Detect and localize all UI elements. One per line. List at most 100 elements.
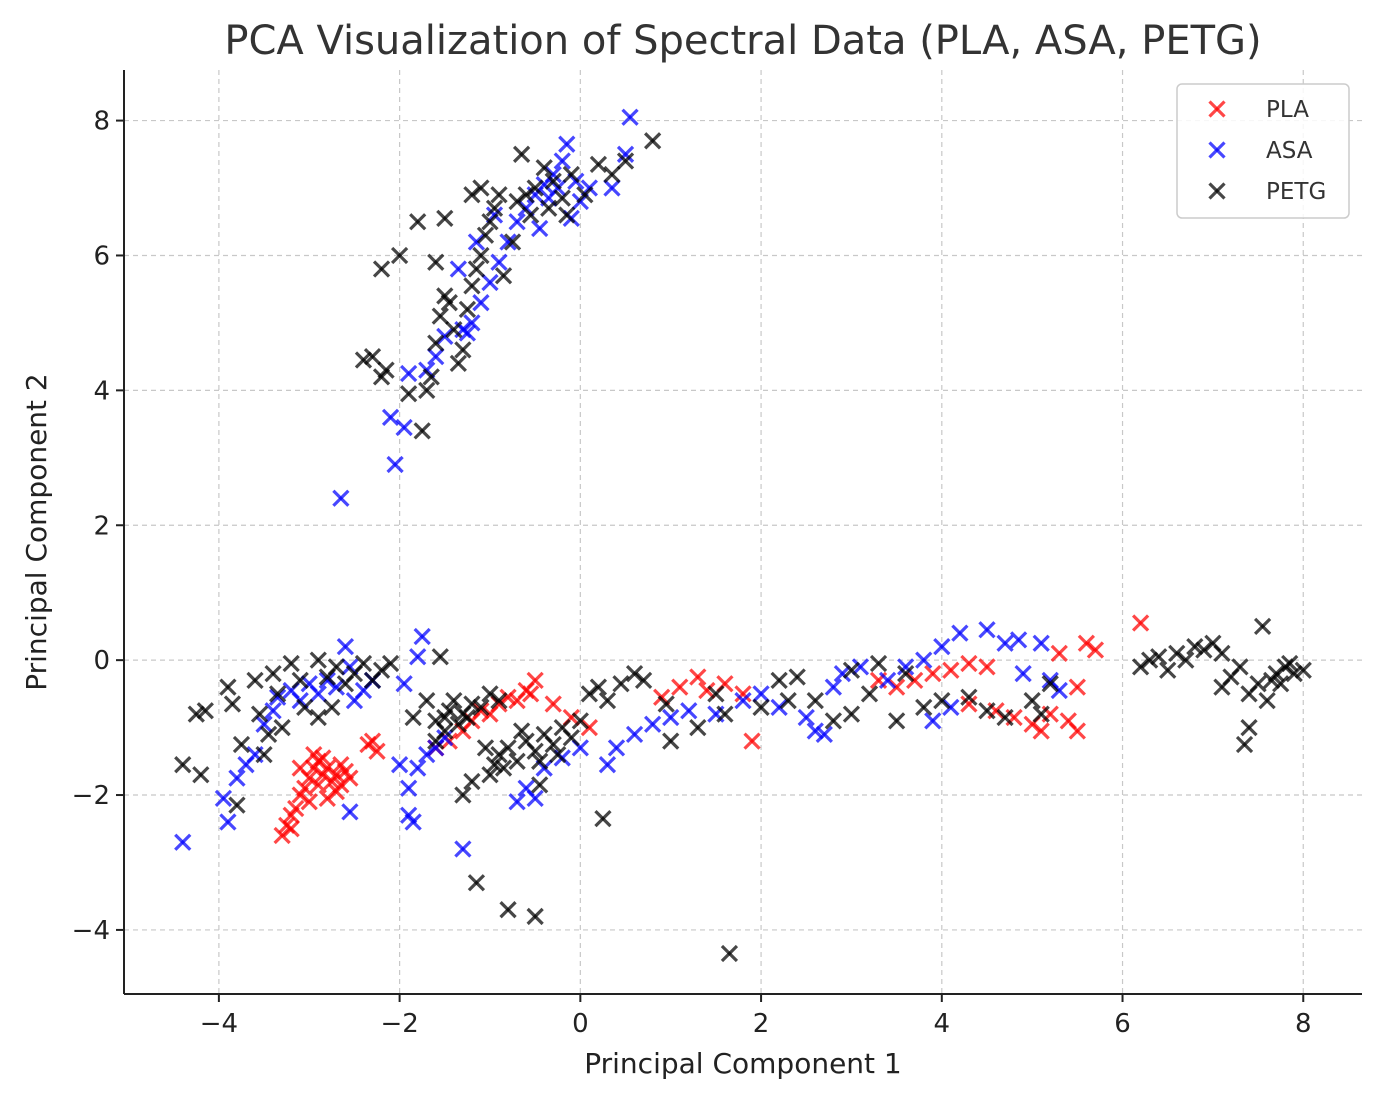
point-pla	[332, 776, 350, 794]
point-petg	[752, 698, 770, 716]
point-petg	[472, 179, 490, 197]
point-asa	[752, 685, 770, 703]
point-asa	[467, 233, 486, 251]
point-asa	[409, 648, 427, 666]
point-petg	[1240, 718, 1258, 737]
point-petg	[232, 735, 251, 754]
legend-box	[1176, 83, 1350, 219]
point-petg	[458, 708, 477, 727]
point-asa	[400, 779, 418, 797]
point-pla	[318, 789, 336, 808]
point-petg	[354, 654, 373, 673]
point-petg	[508, 752, 526, 770]
point-petg	[933, 691, 951, 710]
point-asa	[915, 651, 933, 669]
point-petg	[558, 206, 576, 224]
point-asa	[395, 675, 413, 693]
point-petg	[449, 354, 467, 373]
point-petg	[1235, 735, 1254, 754]
point-asa	[454, 840, 472, 858]
point-petg	[662, 732, 680, 750]
point-asa	[386, 455, 404, 474]
point-asa	[607, 739, 626, 757]
y-tick-label: 8	[93, 107, 110, 137]
point-petg	[196, 702, 214, 720]
point-petg	[431, 648, 449, 666]
point-petg	[485, 199, 504, 217]
point-asa	[427, 348, 445, 366]
point-asa	[174, 833, 192, 851]
point-petg	[522, 206, 540, 224]
point-petg	[296, 698, 314, 716]
point-pla	[526, 671, 544, 690]
point-pla	[363, 732, 382, 750]
point-asa	[621, 108, 639, 126]
point-petg	[174, 756, 192, 774]
point-petg	[1186, 638, 1204, 656]
point-petg	[472, 246, 490, 265]
point-asa	[517, 779, 535, 797]
point-pla	[887, 678, 906, 696]
point-asa	[734, 691, 752, 710]
x-tick-label: 4	[934, 1009, 951, 1039]
point-pla	[368, 742, 386, 760]
point-petg	[887, 712, 906, 730]
tick-labels: −4 −2 0 2 4 6 8 −4 −2 0 2 4 6 8	[72, 107, 1312, 1039]
point-asa	[481, 273, 499, 292]
x-tick-label: 8	[1295, 1009, 1312, 1039]
point-pla	[287, 799, 305, 818]
x-tick-label: −4	[200, 1009, 238, 1039]
point-petg	[467, 260, 486, 278]
point-petg	[273, 718, 291, 737]
point-asa	[1014, 665, 1032, 683]
point-pla	[1086, 641, 1105, 659]
point-pla	[296, 779, 314, 797]
x-tick-label: 2	[753, 1009, 770, 1039]
legend-label-asa: ASA	[1266, 138, 1313, 164]
point-petg	[1272, 675, 1290, 693]
point-petg	[526, 742, 544, 760]
point-pla	[689, 668, 707, 686]
y-tick-label: 2	[93, 511, 110, 541]
point-petg	[634, 671, 653, 690]
point-petg	[544, 172, 562, 190]
point-asa	[436, 729, 454, 747]
point-pla	[291, 759, 309, 777]
y-tick-label: 0	[93, 646, 110, 676]
point-petg	[544, 735, 562, 754]
point-pla	[906, 671, 924, 690]
point-petg	[436, 209, 454, 228]
point-petg	[372, 260, 391, 278]
point-petg	[960, 688, 978, 706]
point-petg	[689, 718, 707, 737]
point-petg	[508, 192, 526, 211]
point-asa	[662, 708, 680, 727]
point-petg	[1023, 691, 1041, 710]
point-petg	[449, 715, 467, 733]
point-petg	[842, 705, 861, 723]
point-asa	[553, 152, 571, 170]
point-petg	[824, 712, 842, 730]
point-asa	[644, 715, 662, 733]
point-pla	[671, 678, 689, 696]
point-petg	[540, 199, 558, 217]
point-petg	[463, 695, 481, 713]
point-pla	[1032, 722, 1050, 740]
point-pla	[327, 766, 345, 784]
point-asa	[219, 813, 237, 831]
point-asa	[797, 708, 815, 727]
point-asa	[490, 253, 508, 271]
point-petg	[476, 739, 495, 757]
point-petg	[788, 668, 806, 686]
point-petg	[1041, 675, 1059, 693]
y-tick-label: −2	[72, 781, 110, 811]
point-petg	[806, 691, 824, 710]
point-pla	[300, 793, 318, 811]
axes	[123, 70, 1362, 995]
point-petg	[598, 691, 617, 710]
y-tick-label: −4	[72, 916, 110, 946]
point-petg	[589, 155, 608, 174]
point-asa	[404, 813, 422, 831]
data-points	[174, 108, 1312, 963]
